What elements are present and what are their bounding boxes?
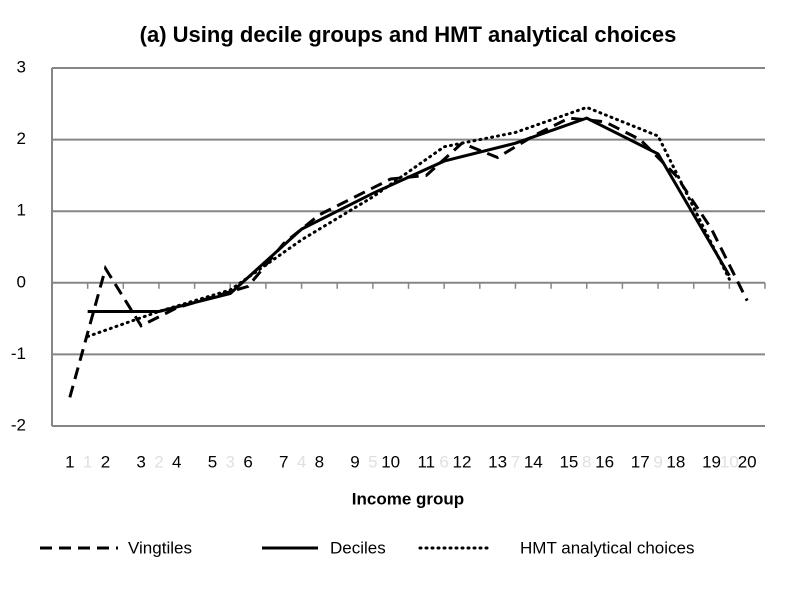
x-tick-label: 5 [208,452,217,471]
x-tick-label: 8 [315,452,324,471]
x-tick-label: 9 [350,452,359,471]
series-line [68,116,749,398]
secondary-x-label: 4 [297,452,306,471]
series-line [87,116,731,313]
secondary-x-label: 6 [439,452,448,471]
y-tick-label: -2 [11,415,26,434]
chart-title: (a) Using decile groups and HMT analytic… [140,22,677,47]
x-tick-label: 11 [417,452,435,471]
legend-label: Deciles [330,538,386,557]
x-axis-label: Income group [352,489,464,508]
x-tick-label: 13 [488,452,507,471]
x-tick-label: 16 [595,452,614,471]
x-tick-label: 14 [524,452,543,471]
x-tick-label: 18 [666,452,685,471]
secondary-x-label: 1 [83,452,92,471]
x-tick-label: 1 [65,452,74,471]
x-tick-label: 7 [279,452,288,471]
secondary-x-label: 2 [154,452,163,471]
x-tick-label: 20 [738,452,757,471]
x-tick-label: 17 [631,452,650,471]
y-tick-label: 0 [17,272,26,291]
x-tick-label: 19 [702,452,721,471]
y-tick-label: 1 [17,201,26,220]
y-tick-label: 3 [17,57,26,76]
secondary-x-label: 7 [511,452,520,471]
x-tick-label: 12 [453,452,472,471]
secondary-x-label: 10 [720,452,739,471]
x-tick-label: 15 [559,452,578,471]
x-tick-label: 10 [381,452,400,471]
secondary-x-label: 8 [582,452,591,471]
series-line [86,105,731,338]
x-tick-label: 3 [136,452,145,471]
y-tick-label: -1 [11,344,26,363]
x-tick-label: 4 [172,452,181,471]
legend-label: Vingtiles [128,538,192,557]
legend-label: HMT analytical choices [520,538,694,557]
secondary-x-label: 9 [653,452,662,471]
y-tick-label: 2 [17,129,26,148]
secondary-x-label: 3 [226,452,235,471]
x-tick-label: 2 [101,452,110,471]
x-tick-label: 6 [243,452,252,471]
secondary-x-label: 5 [368,452,377,471]
